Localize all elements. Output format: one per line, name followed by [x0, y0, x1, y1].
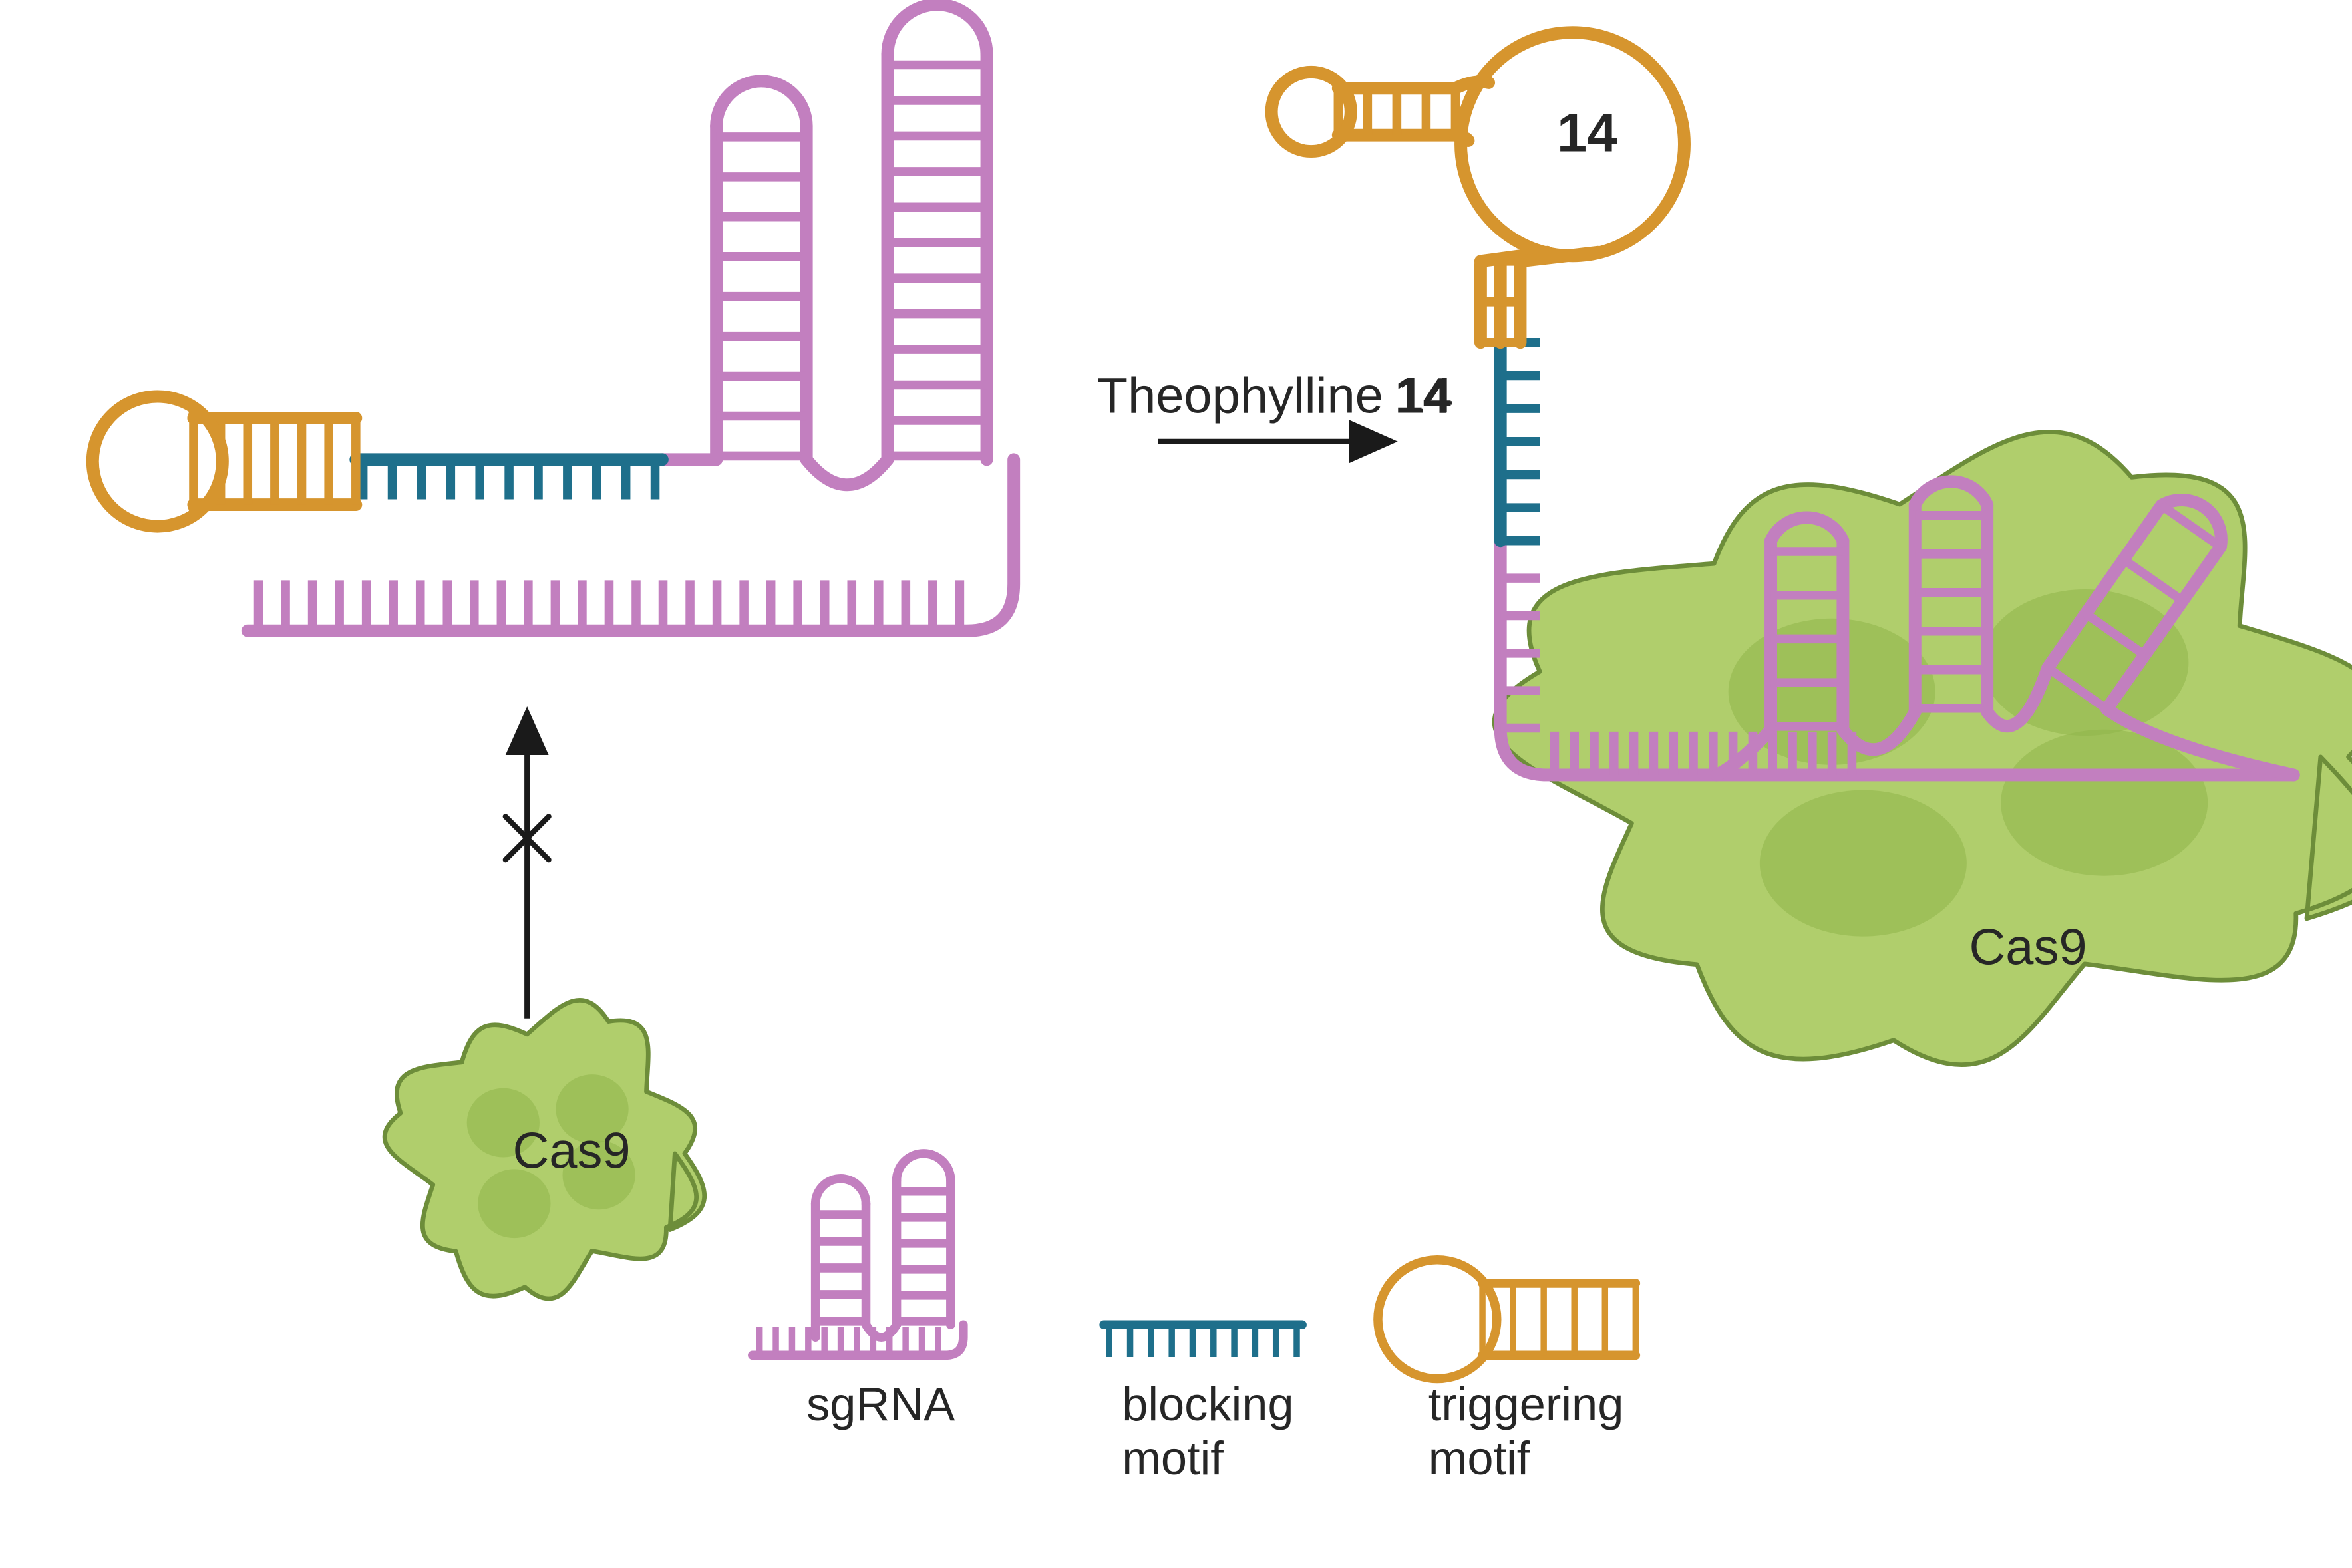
legend-blocking-label-1: blocking — [1122, 1378, 1293, 1430]
legend-sgRNA-label: sgRNA — [806, 1378, 955, 1430]
legend: sgRNAblockingmotiftriggeringmotif — [753, 1154, 1636, 1484]
legend-triggering-label-2: motif — [1428, 1432, 1530, 1484]
cas9-large-label: Cas9 — [1969, 919, 2087, 975]
cas9-small-label: Cas9 — [513, 1123, 631, 1179]
left-inactive-sgRNA — [92, 5, 1013, 631]
legend-triggering-label-1: triggering — [1428, 1378, 1624, 1430]
ligand-label: 14 — [1557, 103, 1617, 164]
legend-blocking-label-2: motif — [1122, 1432, 1224, 1484]
reaction-label-bold14: 14 — [1395, 367, 1450, 424]
